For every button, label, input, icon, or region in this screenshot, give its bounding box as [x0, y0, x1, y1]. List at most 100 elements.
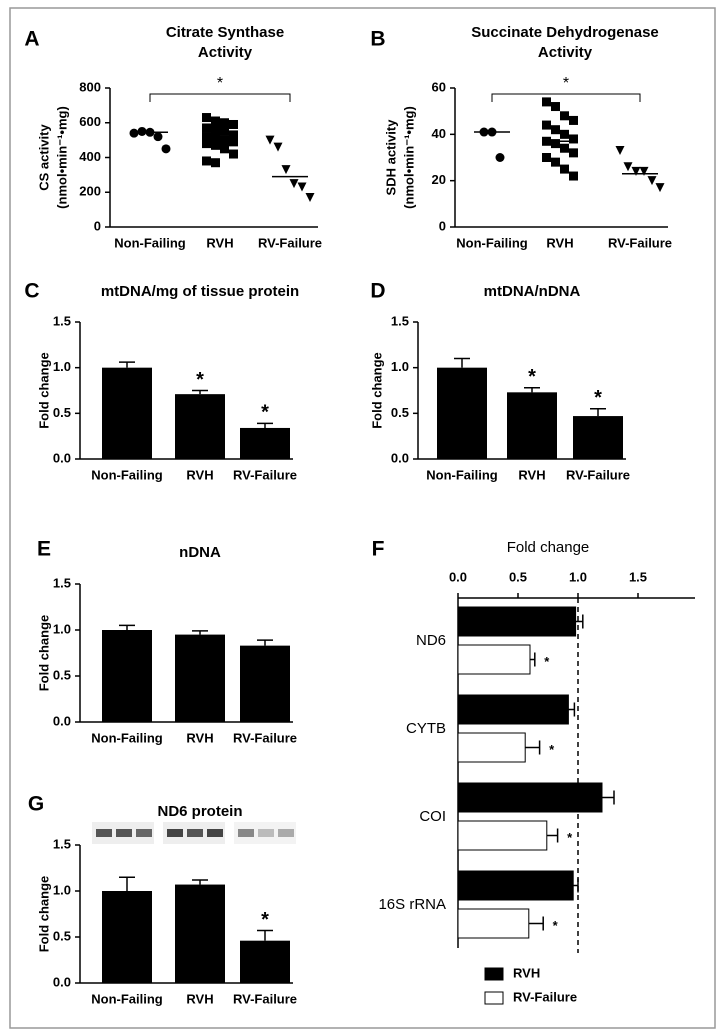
y-axis-label: Fold change	[36, 615, 51, 692]
blot-band	[258, 829, 274, 837]
x-tick-label: Non-Failing	[91, 730, 163, 745]
y-tick-label: 1.5	[53, 313, 71, 328]
data-point	[137, 126, 147, 136]
chart-title: Activity	[198, 44, 253, 61]
data-point	[289, 179, 299, 189]
error-bar	[573, 878, 579, 893]
data-point	[569, 171, 578, 181]
significance-marker: *	[217, 75, 223, 92]
data-point	[569, 115, 578, 125]
chart-title: mtDNA/mg of tissue protein	[101, 283, 299, 300]
bar	[457, 820, 548, 851]
data-point	[305, 192, 315, 202]
chart-title: Activity	[538, 44, 593, 61]
x-tick-label: RVH	[186, 467, 213, 482]
y-axis-label: (nmol•min⁻¹•mg)	[54, 106, 69, 209]
error-bar	[568, 702, 576, 717]
bar	[175, 884, 225, 983]
significance-bracket	[491, 93, 641, 102]
y-axis-label: Fold change	[36, 352, 51, 429]
x-tick-label: RVH	[186, 991, 213, 1006]
y-tick-label: 200	[79, 184, 101, 199]
y-tick-label: 0	[439, 218, 446, 233]
blot-band	[238, 829, 254, 837]
y-tick-label: 0	[94, 218, 101, 233]
panel-letter: G	[28, 793, 44, 816]
data-point	[495, 153, 505, 162]
bar	[573, 416, 623, 459]
x-tick-label: RV-Failure	[258, 235, 322, 250]
legend-swatch	[484, 967, 504, 981]
error-bar	[530, 652, 536, 667]
x-tick-label: Non-Failing	[426, 467, 498, 482]
y-tick-label: 0.0	[53, 974, 71, 989]
y-axis-label: Fold change	[369, 352, 384, 429]
error-bar	[257, 422, 273, 428]
data-point	[551, 102, 560, 112]
data-point	[265, 135, 275, 145]
data-point	[211, 133, 220, 143]
y-tick-label: CYTB	[406, 720, 446, 737]
error-bar	[525, 740, 541, 755]
x-tick-label: Non-Failing	[91, 467, 163, 482]
data-point	[211, 125, 220, 135]
data-point	[297, 182, 307, 192]
bar	[457, 908, 530, 939]
error-bar	[575, 614, 584, 629]
panel-letter: B	[370, 28, 385, 51]
blot-band	[136, 829, 152, 837]
y-tick-label: COI	[419, 808, 446, 825]
blot-band	[116, 829, 132, 837]
x-tick-label: RV-Failure	[233, 467, 297, 482]
data-point	[560, 143, 569, 153]
blot-band	[167, 829, 183, 837]
bar	[457, 694, 569, 725]
error-bar	[119, 624, 135, 630]
x-tick-label: RVH	[186, 730, 213, 745]
y-tick-label: 0.5	[53, 667, 71, 682]
significance-bracket	[149, 93, 291, 102]
bar	[457, 870, 574, 901]
error-bar	[192, 630, 208, 635]
x-tick-label: RV-Failure	[566, 467, 630, 482]
data-point	[161, 144, 171, 154]
bar	[507, 392, 557, 459]
data-point	[202, 132, 211, 142]
significance-marker: *	[594, 387, 602, 409]
bar	[240, 940, 290, 983]
data-point	[211, 116, 220, 126]
blot-band	[278, 829, 294, 837]
panel-letter: A	[24, 28, 39, 51]
data-point	[153, 132, 163, 142]
data-point	[542, 120, 551, 130]
y-axis-label: (nmol•min⁻¹•mg)	[401, 106, 416, 209]
data-point	[623, 162, 633, 172]
y-tick-label: 1.5	[53, 575, 71, 590]
bar	[175, 394, 225, 459]
bar	[457, 732, 526, 763]
data-point	[202, 113, 211, 123]
panel-letter: F	[372, 538, 385, 561]
data-point	[647, 176, 657, 186]
bar	[102, 891, 152, 983]
x-axis-label: Fold change	[507, 539, 590, 556]
significance-marker: *	[544, 654, 550, 669]
data-point	[560, 111, 569, 121]
data-point	[551, 125, 560, 135]
y-tick-label: 400	[79, 149, 101, 164]
data-point	[551, 157, 560, 167]
chart-title: nDNA	[179, 544, 221, 561]
blot-band	[187, 829, 203, 837]
x-tick-label: Non-Failing	[114, 235, 186, 250]
x-tick-label: 1.0	[569, 569, 587, 584]
data-point	[202, 123, 211, 133]
y-tick-label: 16S rRNA	[378, 896, 446, 913]
data-point	[202, 156, 211, 166]
legend-swatch	[484, 991, 504, 1005]
error-bar	[524, 387, 540, 393]
x-tick-label: 0.0	[449, 569, 467, 584]
bar	[437, 367, 487, 459]
y-tick-label: 1.0	[53, 882, 71, 897]
